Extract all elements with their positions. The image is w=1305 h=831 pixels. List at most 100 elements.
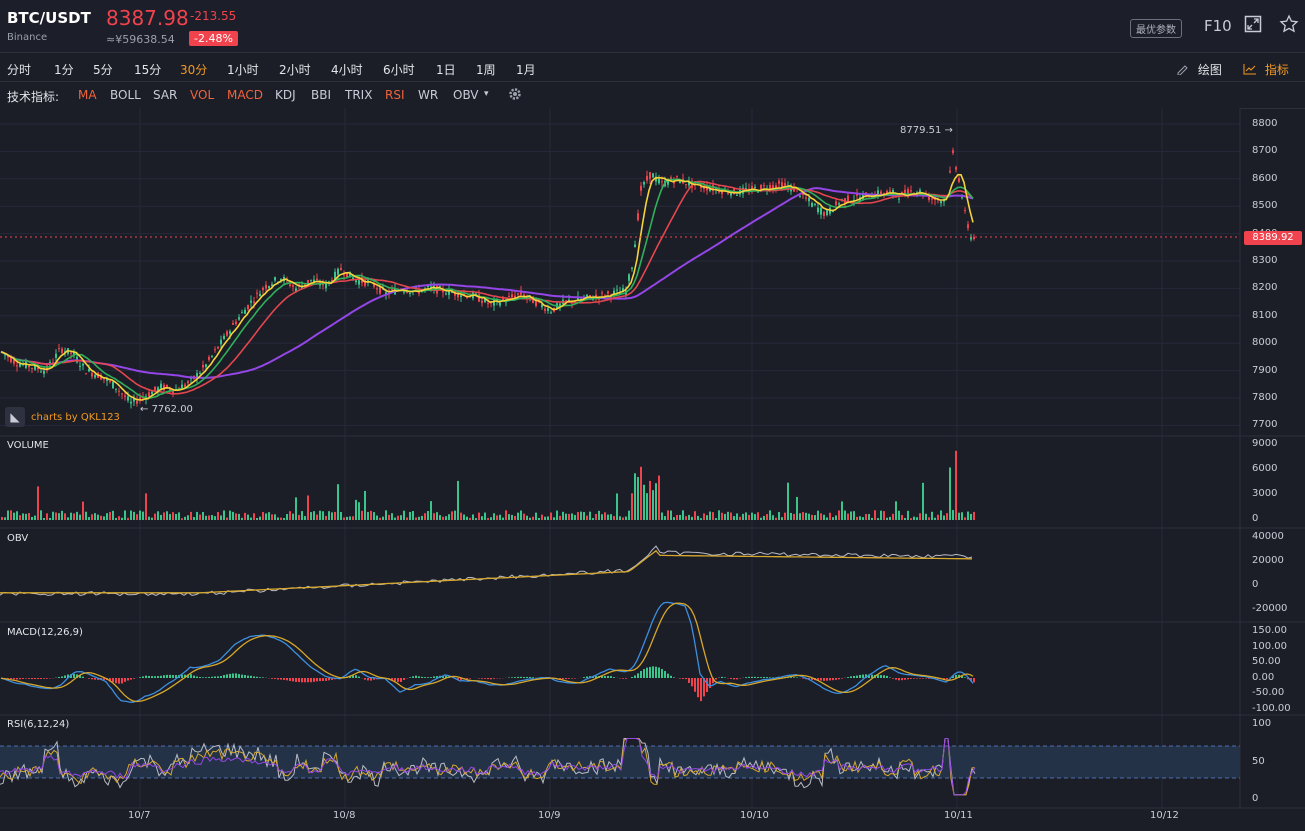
indicator-boll[interactable]: BOLL (110, 88, 141, 102)
macd-hist-bar (280, 678, 282, 680)
macd-hist-bar (370, 678, 372, 681)
candle-body (280, 278, 282, 281)
candle-body (391, 288, 393, 290)
volume-bar (961, 512, 963, 520)
volume-bar (517, 512, 519, 520)
indicator-obv[interactable]: OBV (453, 88, 479, 102)
candle-body (304, 284, 306, 286)
obv-axis-tick: 20000 (1252, 555, 1284, 566)
macd-hist-bar (124, 678, 126, 682)
period-1m[interactable]: 1分 (54, 63, 74, 77)
volume-bar (901, 515, 903, 520)
volume-bar (208, 515, 210, 520)
macd-hist-bar (241, 674, 243, 678)
volume-bar (940, 510, 942, 520)
macd-hist-bar (733, 678, 735, 680)
time-axis-tick: 10/10 (740, 810, 769, 821)
macd-hist-bar (811, 678, 813, 680)
macd-hist-bar (565, 678, 567, 680)
volume-bar (178, 512, 180, 520)
volume-bar (550, 512, 552, 520)
volume-bar (802, 512, 804, 520)
indicator-wr[interactable]: WR (418, 88, 439, 102)
period-1h[interactable]: 1小时 (227, 63, 259, 77)
macd-hist-bar (331, 678, 333, 680)
indicator-bbi[interactable]: BBI (311, 88, 332, 102)
period-1w[interactable]: 1周 (476, 63, 496, 77)
volume-bar (574, 515, 576, 520)
period-1d[interactable]: 1日 (436, 63, 456, 77)
volume-bar (817, 510, 819, 520)
star-icon[interactable] (1279, 14, 1299, 38)
indicator-vol[interactable]: VOL (190, 88, 215, 102)
macd-hist-bar (397, 678, 399, 682)
fullscreen-icon[interactable] (1244, 15, 1262, 37)
period-4h[interactable]: 4小时 (331, 63, 363, 77)
volume-bar (430, 501, 432, 520)
volume-bar (292, 513, 294, 520)
volume-bar (76, 511, 78, 520)
indicator-sar[interactable]: SAR (153, 88, 178, 102)
macd-hist-bar (913, 678, 915, 679)
macd-hist-bar (37, 678, 39, 679)
best-params-button[interactable]: 最优参数 (1130, 19, 1182, 38)
candle-body (886, 190, 888, 194)
volume-bar (313, 511, 315, 520)
indicator-kdj[interactable]: KDJ (275, 88, 296, 102)
macd-hist-bar (319, 678, 321, 682)
period-fenshi[interactable]: 分时 (7, 63, 32, 77)
volume-bar (835, 515, 837, 520)
indicator-trix[interactable]: TRIX (345, 88, 373, 102)
indicator-rsi[interactable]: RSI (385, 88, 405, 102)
volume-bar (874, 510, 876, 520)
volume-bar (973, 511, 975, 520)
candle-body (508, 296, 510, 298)
indicator-tool[interactable]: 指标 (1243, 61, 1289, 78)
period-6h[interactable]: 6小时 (383, 63, 415, 77)
candle-body (928, 194, 930, 200)
candle-body (490, 302, 492, 304)
obv-axis-tick: 40000 (1252, 531, 1284, 542)
pair-title[interactable]: BTC/USDT (7, 9, 91, 27)
obv-dropdown-icon[interactable]: ▾ (484, 89, 489, 99)
macd-hist-bar (670, 675, 672, 678)
macd-hist-bar (595, 675, 597, 678)
volume-bar (661, 512, 663, 520)
indicator-macd[interactable]: MACD (227, 88, 263, 102)
macd-hist-bar (613, 677, 615, 678)
macd-hist-bar (259, 677, 261, 678)
draw-tool-label: 绘图 (1197, 63, 1222, 77)
macd-hist-bar (283, 678, 285, 680)
period-5m[interactable]: 5分 (93, 63, 113, 77)
time-axis-tick: 10/7 (128, 810, 151, 821)
volume-bar (280, 517, 282, 520)
volume-bar (169, 514, 171, 520)
volume-axis-tick: 9000 (1252, 438, 1278, 449)
f10-button[interactable]: F10 (1204, 17, 1232, 35)
gear-icon[interactable] (507, 86, 523, 105)
period-1mo[interactable]: 1月 (516, 63, 536, 77)
price-chart[interactable] (0, 108, 1305, 831)
volume-bar (460, 512, 462, 520)
period-30m[interactable]: 30分 (180, 63, 208, 77)
candle-body (499, 302, 501, 306)
indicator-ma[interactable]: MA (78, 88, 97, 102)
candle-body (217, 346, 219, 349)
candle-body (121, 393, 123, 395)
macd-hist-bar (649, 666, 651, 678)
macd-hist-bar (508, 677, 510, 678)
period-2h[interactable]: 2小时 (279, 63, 311, 77)
macd-hist-bar (712, 678, 714, 684)
candle-body (247, 304, 249, 310)
draw-tool[interactable]: 绘图 (1176, 61, 1222, 78)
candle-body (826, 210, 828, 215)
candle-body (310, 279, 312, 281)
macd-hist-bar (886, 675, 888, 678)
volume-bar (616, 493, 618, 520)
obv-axis-tick: 0 (1252, 579, 1259, 590)
candle-body (601, 292, 603, 294)
period-15m[interactable]: 15分 (134, 63, 162, 77)
volume-bar (442, 516, 444, 520)
volume-bar (55, 512, 57, 520)
low-annotation: ← 7762.00 (140, 404, 193, 415)
